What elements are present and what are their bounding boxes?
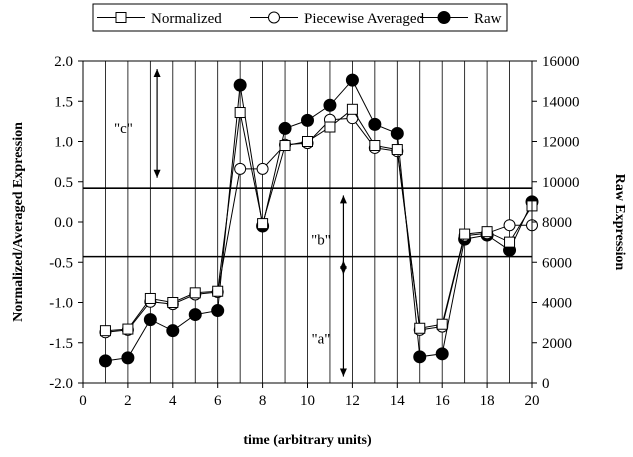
right-y-tick-label: 6000 [542, 255, 572, 271]
legend-marker-raw [437, 11, 451, 24]
series-normalized [99, 103, 538, 337]
raw-point [188, 308, 202, 322]
axis-ticks: 0 2 4 6 8 10 12 14 16 18 20 -2.0 -1.5 -1.0 -0.5 0.0 0.5 1… [49, 54, 579, 409]
raw-point [323, 98, 337, 112]
normalized-point [99, 325, 111, 337]
legend-marker-normalized [115, 12, 127, 23]
right-y-tick-label: 4000 [542, 296, 572, 312]
normalized-point [346, 103, 358, 115]
raw-point [413, 350, 427, 364]
annotation-label: "b" [311, 233, 331, 249]
left-y-tick-label: 0.5 [54, 175, 73, 191]
threshold-lines [83, 187, 532, 258]
x-tick-label: 2 [124, 393, 132, 409]
right-y-tick-label: 16000 [542, 54, 580, 70]
x-tick-label: 4 [169, 393, 177, 409]
left-y-tick-label: 0.0 [54, 215, 73, 231]
legend-label-raw: Raw [474, 11, 502, 27]
piecewise-averaged-point [503, 219, 516, 232]
arrow-head [153, 69, 161, 78]
right-y-axis-title: Raw Expression [612, 174, 627, 271]
piecewise-averaged-point [256, 162, 269, 175]
normalized-point [459, 228, 471, 240]
raw-point [368, 117, 382, 131]
raw-point [345, 73, 359, 87]
normalized-point [257, 218, 269, 230]
left-y-tick-label: -0.5 [49, 255, 73, 271]
normalized-point [144, 292, 156, 304]
raw-line [105, 79, 533, 362]
raw-point [278, 121, 292, 135]
x-tick-label: 6 [214, 393, 222, 409]
left-y-tick-label: 1.0 [54, 135, 73, 151]
raw-point [390, 126, 404, 140]
normalized-point [436, 318, 448, 330]
left-y-tick-label: 2.0 [54, 54, 73, 70]
left-y-tick-label: 1.5 [54, 94, 73, 110]
normalized-point [189, 287, 201, 299]
normalized-point [391, 144, 403, 156]
raw-point [233, 78, 247, 92]
right-y-tick-label: 8000 [542, 215, 572, 231]
left-y-tick-label: -1.0 [49, 296, 73, 312]
x-axis-title: time (arbitrary units) [243, 433, 372, 448]
series-raw [98, 73, 539, 368]
raw-point [98, 354, 112, 368]
x-tick-label: 16 [435, 393, 451, 409]
normalized-point [504, 236, 516, 248]
right-y-tick-label: 10000 [542, 175, 580, 191]
piecewise-averaged-point [234, 162, 247, 175]
left-y-axis-title: Normalized/Averaged Expression [11, 122, 26, 322]
raw-point [435, 347, 449, 361]
normalized-point [167, 297, 179, 308]
arrow-head [339, 368, 347, 377]
left-y-tick-label: -1.5 [49, 336, 73, 352]
vertical-gridlines [105, 61, 510, 383]
arrow-head [153, 169, 161, 178]
normalized-point [212, 285, 224, 297]
raw-point [301, 113, 314, 127]
annotations: "c" "b" "a" [114, 69, 347, 377]
annotation-label: "c" [114, 121, 133, 137]
raw-point [166, 324, 180, 338]
arrow-head [339, 260, 347, 269]
normalized-point [414, 322, 426, 334]
series-piecewise-averaged [99, 112, 538, 339]
right-y-tick-label: 14000 [542, 94, 580, 110]
x-tick-label: 20 [525, 393, 540, 409]
right-y-tick-label: 2000 [542, 336, 572, 352]
raw-point [143, 313, 157, 327]
normalized-point [302, 136, 313, 147]
normalized-point [324, 121, 336, 133]
arrow-head [339, 195, 347, 204]
legend-label-normalized: Normalized [151, 11, 222, 27]
raw-point [211, 304, 225, 318]
normalized-point [369, 140, 381, 152]
right-y-tick-label: 12000 [542, 135, 580, 151]
normalized-point [279, 140, 291, 152]
x-tick-label: 14 [390, 393, 406, 409]
x-tick-label: 12 [345, 393, 360, 409]
x-tick-label: 18 [480, 393, 495, 409]
legend-label-piecewise-averaged: Piecewise Averaged [304, 11, 425, 27]
x-tick-label: 0 [79, 393, 87, 409]
x-tick-label: 8 [259, 393, 267, 409]
left-y-tick-label: -2.0 [49, 376, 73, 392]
right-y-tick-label: 0 [542, 376, 550, 392]
annotation-label: "a" [312, 332, 331, 348]
series-layer [98, 73, 539, 368]
x-tick-label: 10 [300, 393, 315, 409]
normalized-point [234, 107, 246, 119]
legend: Normalized Piecewise Averaged Raw [92, 3, 508, 32]
raw-point [121, 351, 135, 365]
normalized-point [122, 323, 134, 335]
legend-marker-piecewise-averaged [268, 11, 280, 24]
normalized-point [481, 226, 493, 238]
